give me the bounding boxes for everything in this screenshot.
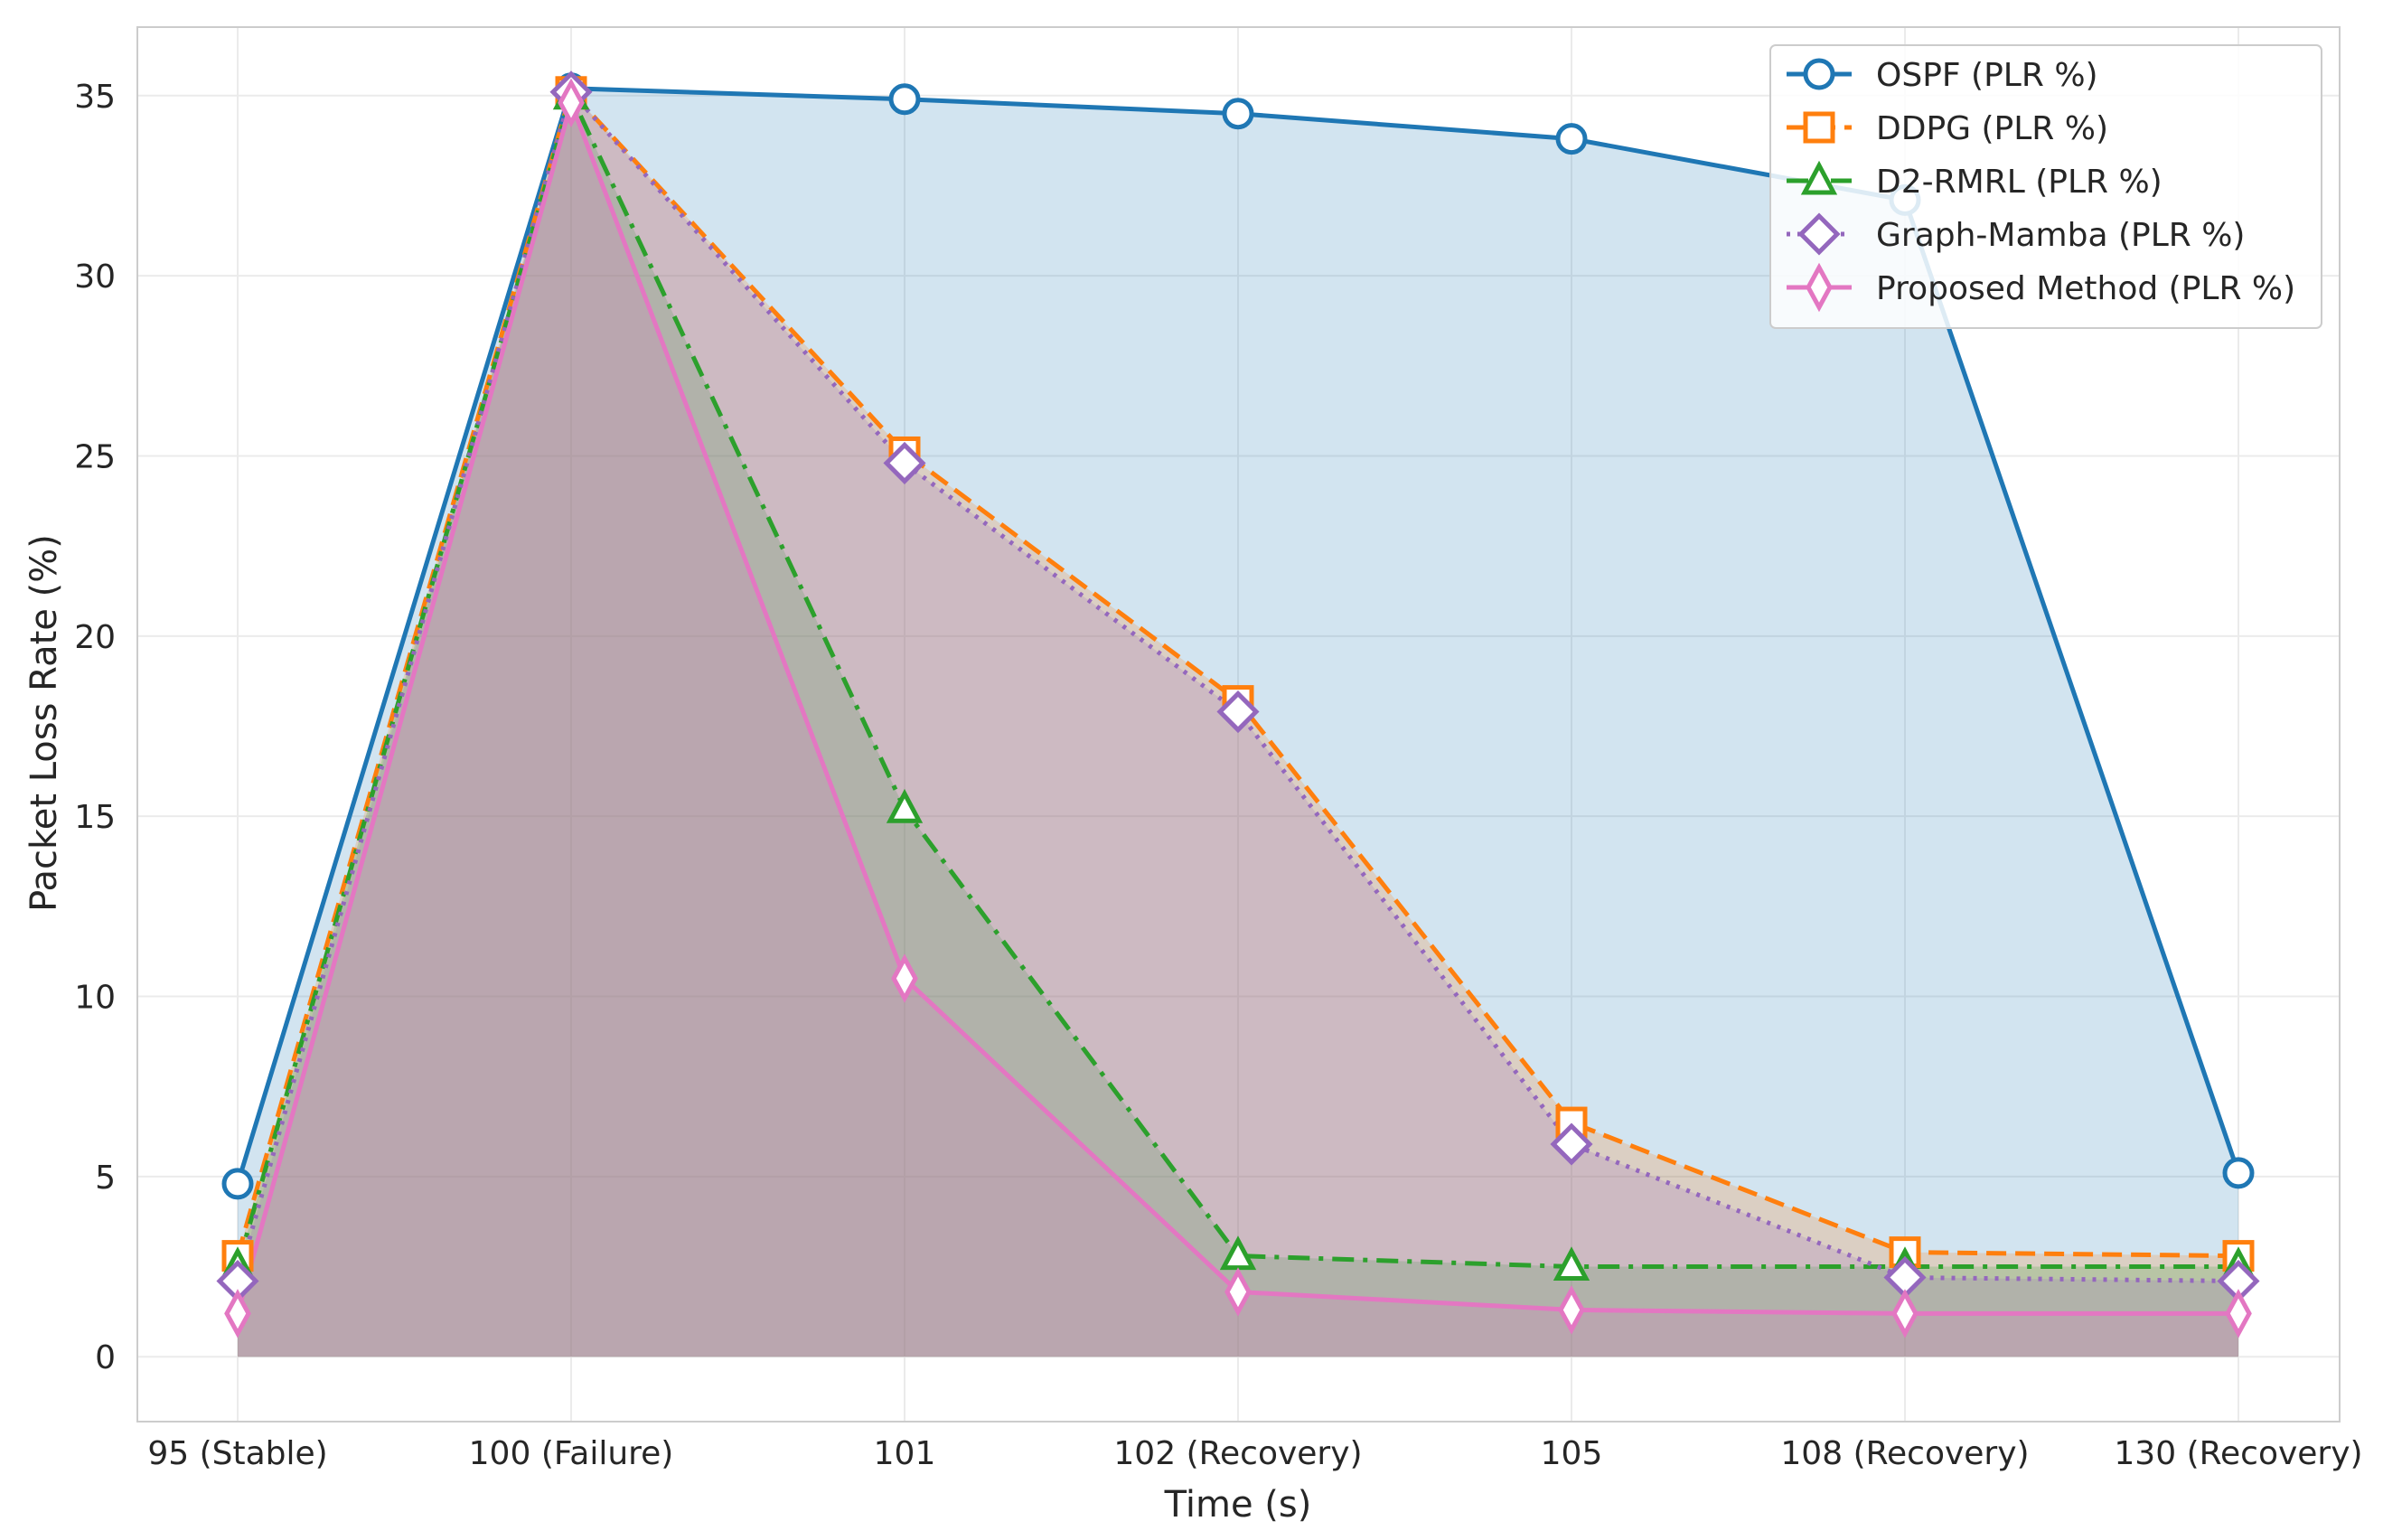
data-point-series-4 xyxy=(1224,1267,1252,1317)
data-point-series-4 xyxy=(558,78,585,127)
x-tick-label: 100 (Failure) xyxy=(469,1435,674,1472)
data-point-series-3 xyxy=(1550,1122,1593,1166)
y-tick-label: 15 xyxy=(74,799,116,836)
area-fill-series-2 xyxy=(238,95,2238,1357)
data-point-series-4 xyxy=(1558,1285,1585,1335)
data-point-series-0 xyxy=(1555,123,1588,155)
x-axis-label: Time (s) xyxy=(1164,1484,1312,1526)
data-point-series-0 xyxy=(221,1168,254,1200)
x-tick-label: 101 xyxy=(874,1435,936,1472)
x-tick-labels: 95 (Stable) 100 (Failure) 101 102 (Recovery… xyxy=(147,1435,2362,1472)
y-tick-label: 0 xyxy=(95,1339,116,1376)
x-tick-label: 108 (Recovery) xyxy=(1780,1435,2029,1472)
data-point-series-0 xyxy=(888,83,921,116)
data-point-series-0 xyxy=(1222,98,1254,130)
x-tick-label: 130 (Recovery) xyxy=(2114,1435,2362,1472)
area-fill-series-4 xyxy=(238,102,2238,1357)
legend-marker-2 xyxy=(1800,160,1838,195)
legend-marker-0 xyxy=(1803,58,1835,90)
data-point-series-4 xyxy=(224,1289,251,1338)
legend: OSPF (PLR %) DDPG (PLR %) D2-RMRL (PLR %) G… xyxy=(1769,44,2322,329)
grid-lines xyxy=(137,27,2340,1422)
series-markers xyxy=(216,70,2260,1338)
legend-marker-1 xyxy=(1803,111,1835,144)
data-point-series-0 xyxy=(2222,1157,2255,1189)
data-point-series-4 xyxy=(891,953,918,1003)
y-tick-label: 5 xyxy=(95,1160,116,1197)
data-point-series-3 xyxy=(1216,690,1260,734)
legend-label-4: Proposed Method (PLR %) xyxy=(1876,270,2295,307)
legend-marker-4 xyxy=(1806,262,1833,313)
x-tick-label: 105 xyxy=(1541,1435,1603,1472)
legend-label-2: D2-RMRL (PLR %) xyxy=(1876,164,2163,201)
data-point-series-2 xyxy=(886,788,924,823)
y-tick-label: 35 xyxy=(74,79,116,116)
x-tick-label: 95 (Stable) xyxy=(147,1435,327,1472)
legend-label-1: DDPG (PLR %) xyxy=(1876,110,2108,147)
y-tick-label: 20 xyxy=(74,619,116,656)
legend-box xyxy=(1769,44,2322,329)
data-point-series-4 xyxy=(2225,1289,2252,1338)
y-axis-label: Packet Loss Rate (%) xyxy=(23,534,65,912)
y-tick-label: 30 xyxy=(74,258,116,296)
x-tick-label: 102 (Recovery) xyxy=(1113,1435,1362,1472)
y-tick-labels: 0 5 10 15 20 25 30 35 xyxy=(74,79,116,1376)
y-tick-label: 25 xyxy=(74,438,116,475)
data-point-series-3 xyxy=(883,441,926,484)
legend-label-0: OSPF (PLR %) xyxy=(1876,57,2098,94)
data-point-series-2 xyxy=(1553,1246,1590,1282)
legend-marker-3 xyxy=(1797,212,1841,256)
y-tick-label: 10 xyxy=(74,980,116,1017)
legend-label-3: Graph-Mamba (PLR %) xyxy=(1876,217,2245,254)
data-point-series-4 xyxy=(1891,1289,1919,1338)
plot-frame xyxy=(136,26,2341,1423)
